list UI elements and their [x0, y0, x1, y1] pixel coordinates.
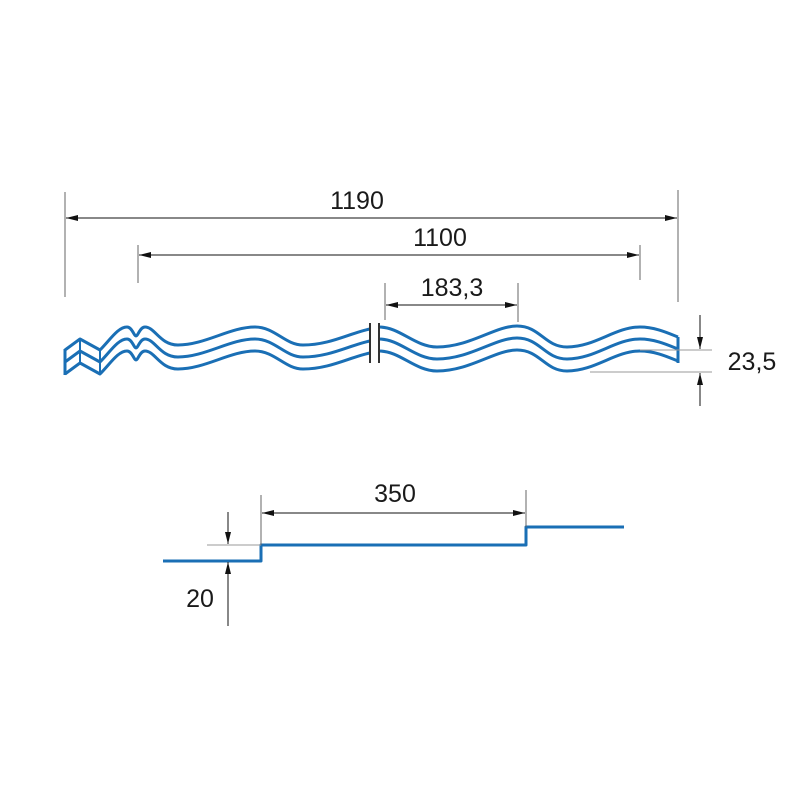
profile-line-bottom-right: [377, 348, 680, 373]
dimension-label: 20: [186, 585, 214, 613]
profile-line-top-right: [377, 324, 680, 349]
side-step-profile: [163, 525, 624, 563]
dimension-label: 183,3: [421, 274, 484, 302]
profile-line-middle-right: [377, 336, 680, 361]
dimension-step-length: 350: [260, 480, 527, 545]
dimension-label: 1190: [330, 187, 384, 215]
dimension-wave-height: 23,5: [590, 315, 776, 406]
dimension-label: 350: [374, 480, 416, 508]
dimension-label: 1100: [413, 224, 467, 252]
dimension-overall-width: 1190: [64, 187, 679, 302]
dimension-wave-pitch: 183,3: [384, 274, 519, 322]
dimension-effective-width: 1100: [137, 224, 641, 283]
step-profile-line: [163, 525, 624, 563]
dimension-label: 23,5: [728, 348, 777, 376]
roof-tile-cross-section: [63, 323, 680, 376]
dimension-step-height: 20: [186, 512, 261, 626]
